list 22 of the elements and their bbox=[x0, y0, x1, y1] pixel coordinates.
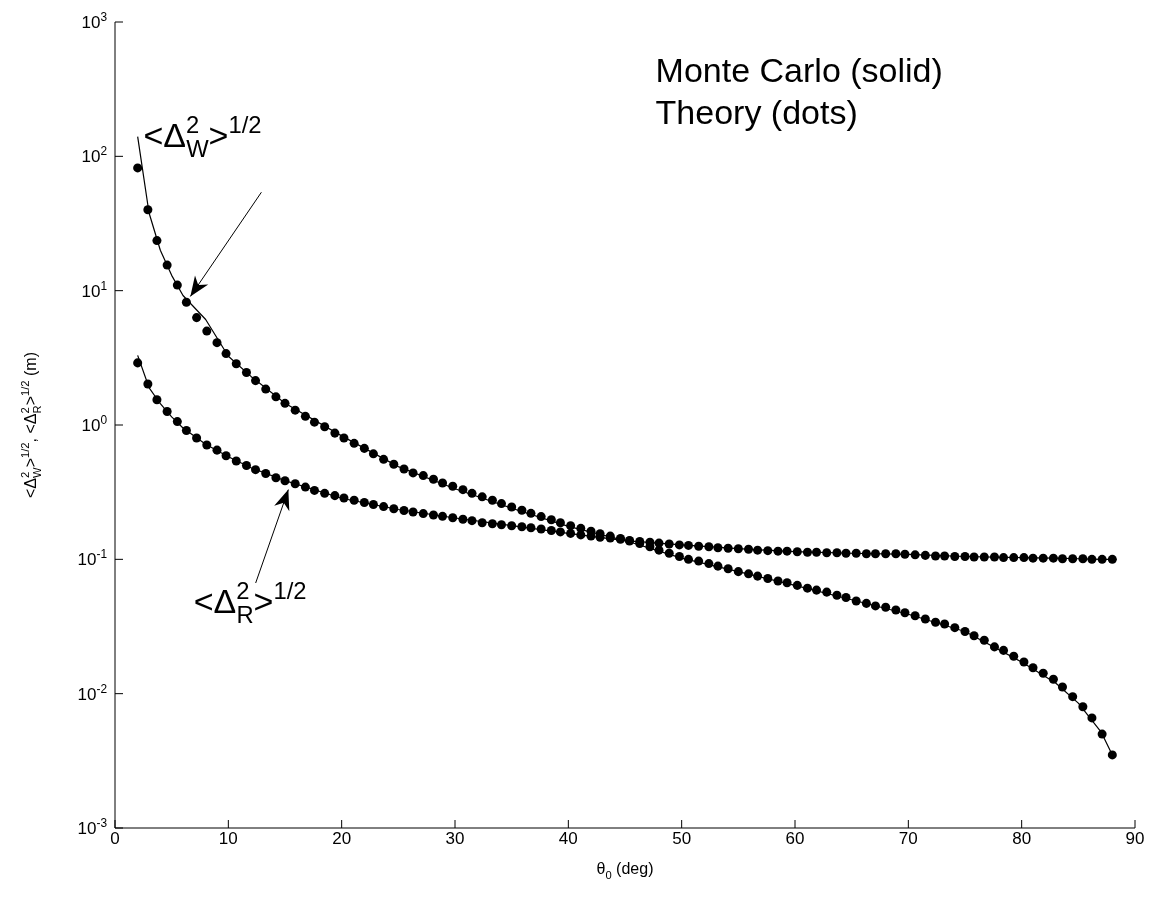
annotation: <Δ$^{2}$$_{R}$>$^{1/2}$ bbox=[193, 576, 307, 629]
x-tick-label: 40 bbox=[558, 829, 578, 848]
x-tick-label: 60 bbox=[785, 829, 805, 848]
y-tick-label: 10$^{3}$ bbox=[81, 9, 108, 32]
x-axis-title: θ$_{0}$ (deg) bbox=[596, 860, 654, 881]
x-tick-label: 0 bbox=[110, 829, 120, 848]
x-tick-label: 50 bbox=[672, 829, 692, 848]
annotation: Theory (dots) bbox=[655, 93, 858, 131]
y-tick-label: 10$^{2}$ bbox=[81, 144, 108, 167]
y-tick-label: 10$^{1}$ bbox=[81, 278, 108, 301]
y-tick-label: 10$^{-1}$ bbox=[77, 547, 108, 570]
x-tick-label: 80 bbox=[1012, 829, 1032, 848]
x-tick-label: 30 bbox=[445, 829, 465, 848]
annotation: <Δ$^{2}$$_{W}$>$^{1/2}$ bbox=[143, 110, 262, 163]
y-tick-label: 10$^{0}$ bbox=[81, 412, 108, 435]
y-tick-label: 10$^{-2}$ bbox=[77, 681, 108, 704]
x-tick-label: 10 bbox=[218, 829, 238, 848]
y-tick-label: 10$^{-3}$ bbox=[77, 815, 108, 838]
x-tick-label: 20 bbox=[332, 829, 352, 848]
x-tick-label: 70 bbox=[898, 829, 918, 848]
x-tick-label: 90 bbox=[1125, 829, 1145, 848]
annotation: Monte Carlo (solid) bbox=[655, 51, 943, 89]
